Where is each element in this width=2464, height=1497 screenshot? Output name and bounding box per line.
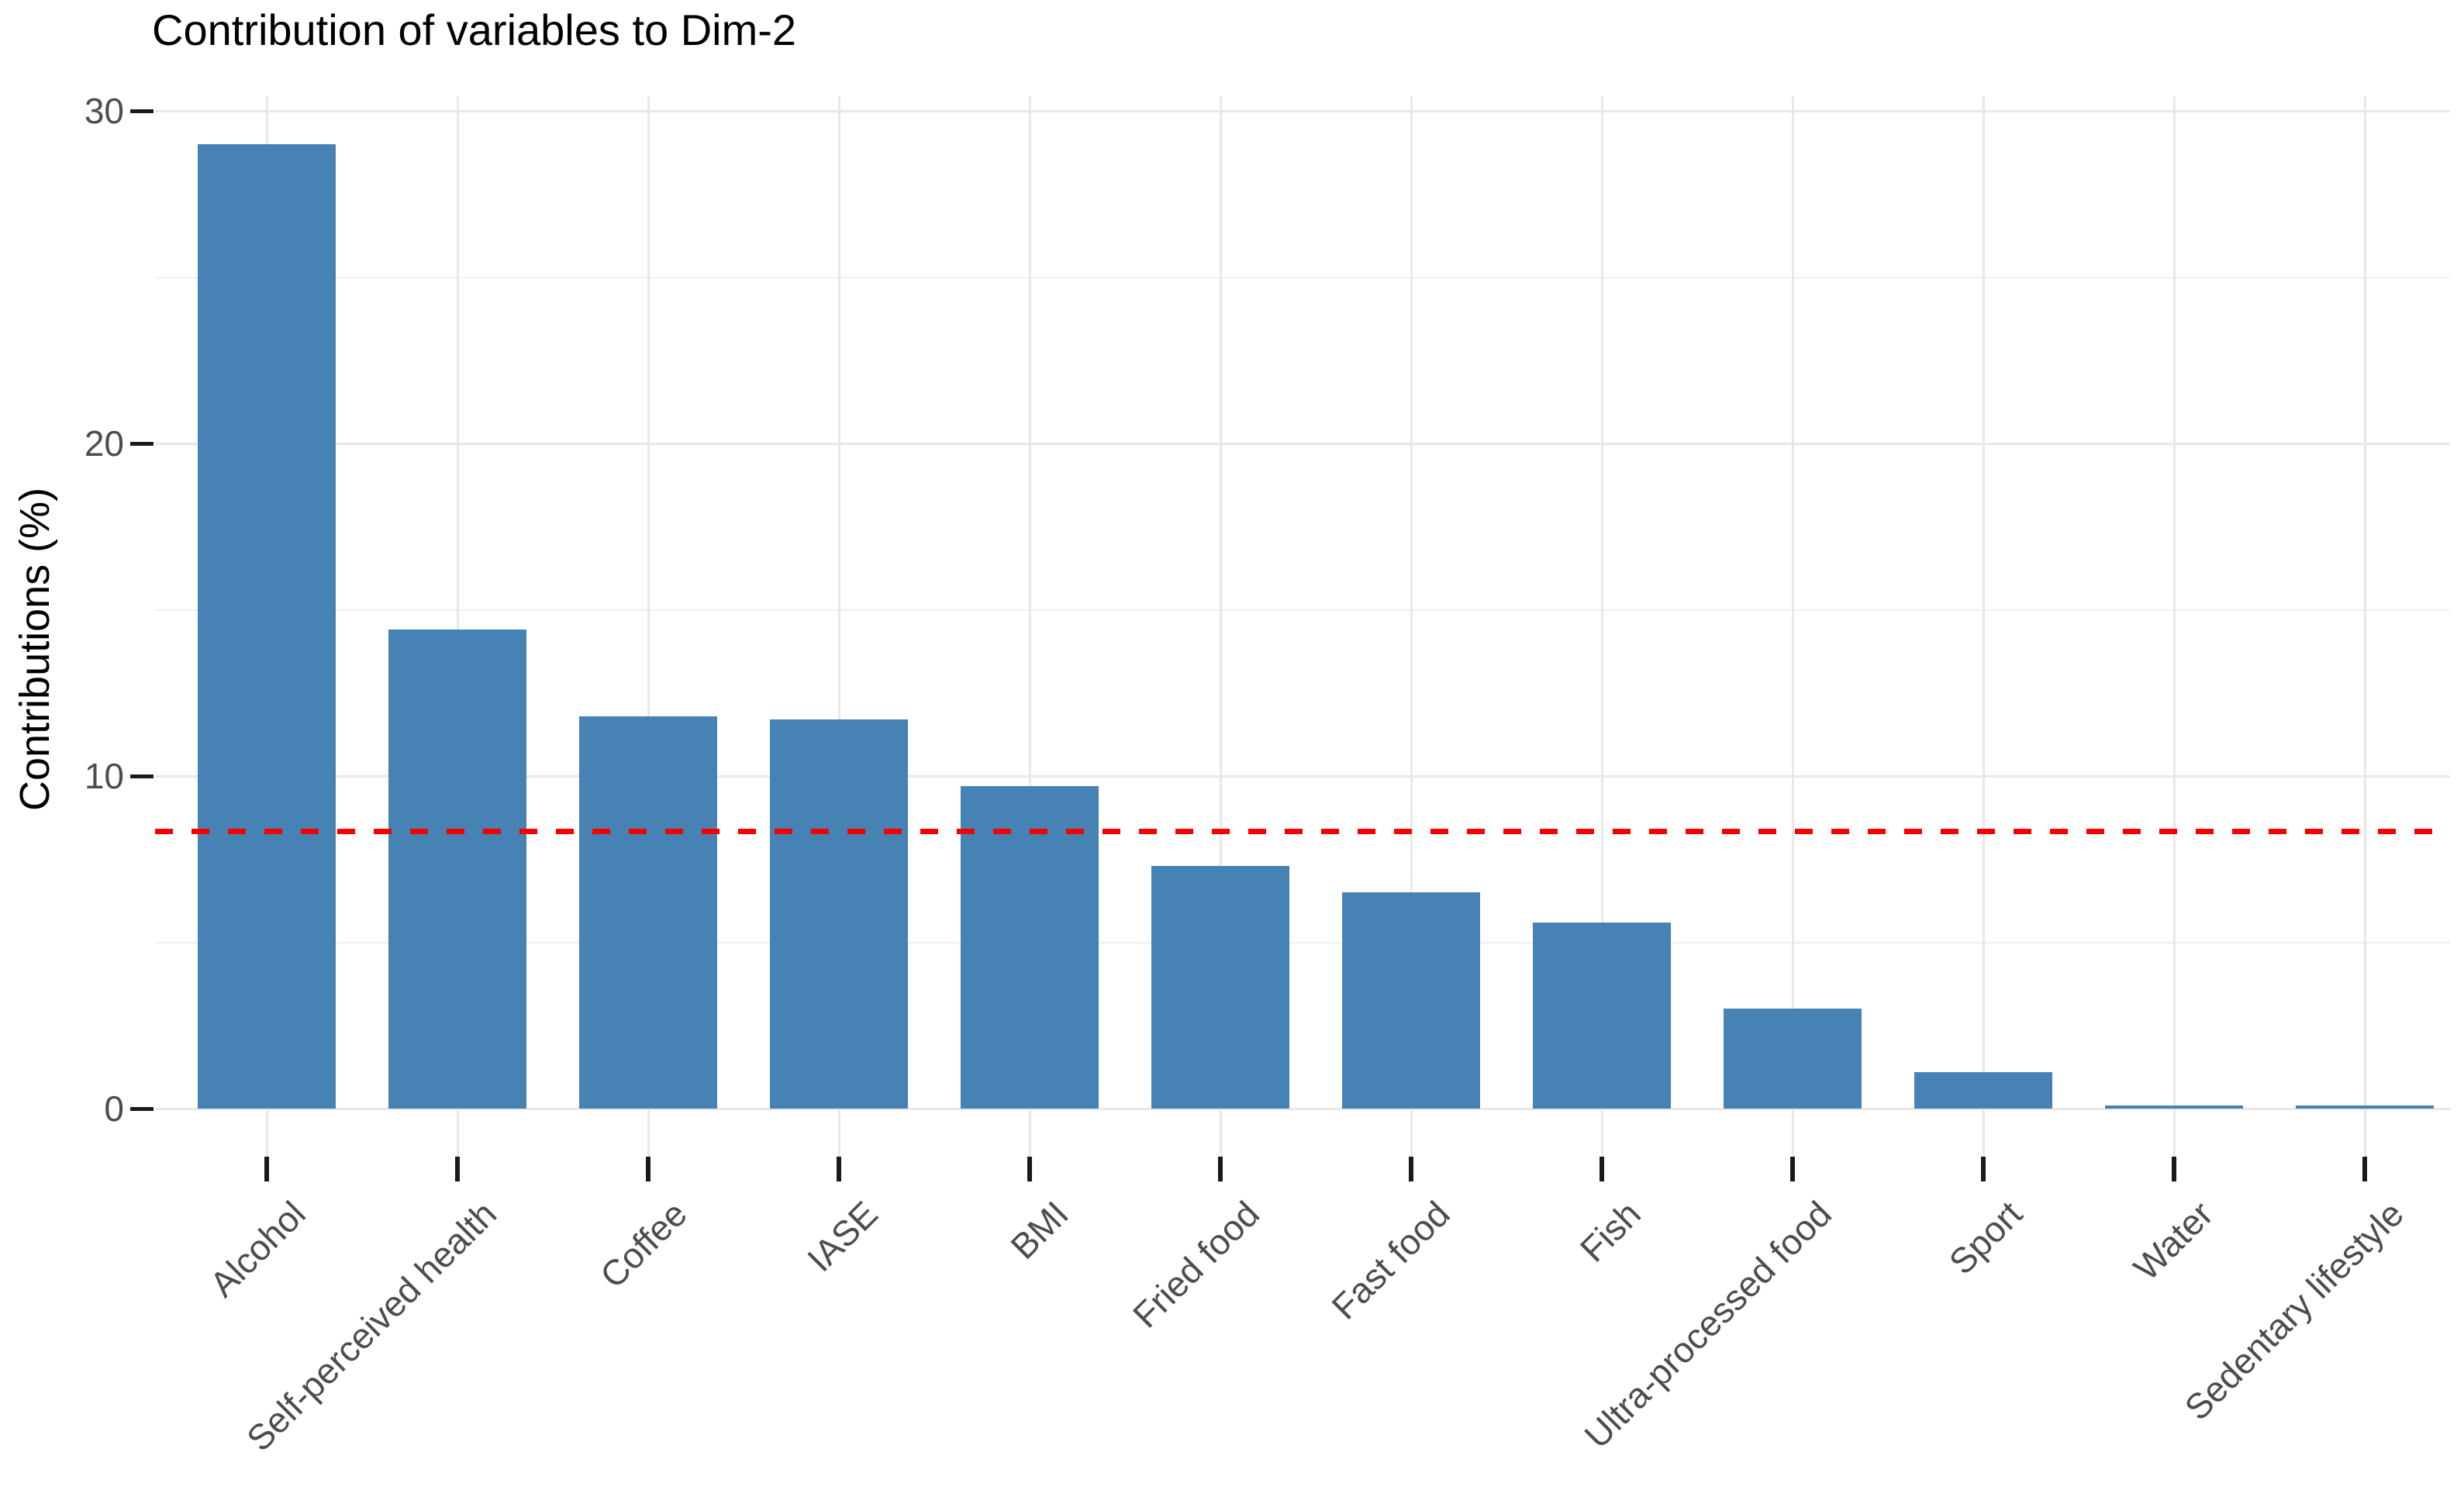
x-tick-mark [1981,1157,1986,1181]
major-gridline [155,1107,2450,1110]
vertical-gridline [2172,96,2176,1157]
x-tick-label: Water [2125,1193,2221,1288]
bar-alcohol [198,143,336,1109]
x-tick-label: Fish [1572,1193,1649,1270]
x-tick-mark [1027,1157,1032,1181]
y-tick-mark [130,774,154,778]
y-tick-label: 10 [84,756,124,796]
vertical-gridline [647,96,650,1157]
vertical-gridline [1600,96,1603,1157]
minor-gridline [155,609,2450,611]
vertical-gridline [1982,96,1985,1157]
bar-ultra-processed-food [1724,1009,1862,1109]
x-tick-label: Coffee [592,1193,695,1296]
bar-fast-food [1342,892,1480,1109]
y-tick-mark [130,109,154,113]
x-tick-label: Fast food [1323,1193,1458,1327]
vertical-gridline [1219,96,1222,1157]
major-gridline [155,442,2450,445]
x-tick-label: Alcohol [202,1193,314,1305]
y-tick-mark [130,1106,154,1111]
x-tick-mark [2172,1157,2176,1181]
vertical-gridline [1791,96,1794,1157]
vertical-gridline [1410,96,1413,1157]
x-tick-mark [1409,1157,1413,1181]
x-tick-label: Sport [1941,1193,2031,1282]
x-tick-mark [455,1157,460,1181]
vertical-gridline [837,96,840,1157]
x-tick-mark [646,1157,651,1181]
chart-title: Contribution of variables to Dim-2 [152,5,797,54]
y-tick-mark [130,441,154,446]
bar-fried-food [1151,865,1289,1109]
bar-coffee [579,716,717,1109]
bar-bmi [961,785,1099,1109]
bar-sport [1914,1071,2052,1109]
bar-water [2105,1105,2243,1109]
major-gridline [155,774,2450,778]
y-tick-label: 30 [84,91,124,131]
y-tick-label: 0 [104,1088,124,1129]
reference-line [155,829,2450,835]
vertical-gridline [456,96,459,1157]
x-tick-mark [264,1157,269,1181]
x-tick-mark [837,1157,841,1181]
x-tick-label: Fried food [1124,1193,1268,1336]
major-gridline [155,109,2450,112]
minor-gridline [155,276,2450,278]
x-tick-label: IASE [799,1193,886,1280]
x-tick-mark [2362,1157,2367,1181]
bar-self-perceived-health [388,629,526,1109]
bar-sedentary-lifestyle [2296,1105,2434,1109]
vertical-gridline [1028,96,1031,1157]
minor-gridline [155,941,2450,943]
y-tick-label: 20 [84,423,124,464]
bar-fish [1533,922,1671,1109]
x-tick-mark [1218,1157,1223,1181]
x-tick-mark [1790,1157,1795,1181]
bar-iase [770,719,908,1109]
vertical-gridline [2363,96,2366,1157]
x-tick-mark [1600,1157,1604,1181]
x-tick-label: BMI [1003,1193,1077,1267]
